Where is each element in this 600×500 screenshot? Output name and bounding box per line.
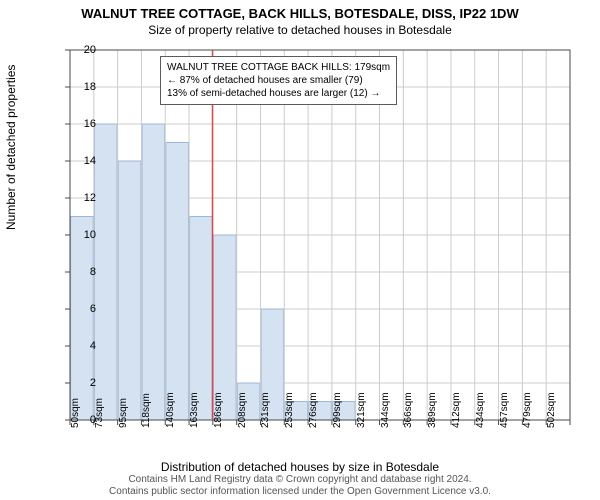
- ytick-label: 6: [72, 303, 96, 315]
- ytick-label: 16: [72, 118, 96, 130]
- x-axis-label: Distribution of detached houses by size …: [0, 460, 600, 474]
- ytick-label: 18: [72, 81, 96, 93]
- attribution-line-2: Contains public sector information licen…: [0, 486, 600, 498]
- ytick-label: 8: [72, 266, 96, 278]
- ytick-label: 20: [72, 44, 96, 56]
- chart-svg: [70, 50, 570, 420]
- ytick-label: 4: [72, 340, 96, 352]
- ytick-label: 12: [72, 192, 96, 204]
- annotation-box: WALNUT TREE COTTAGE BACK HILLS: 179sqm ←…: [160, 56, 397, 105]
- annotation-line-3: 13% of semi-detached houses are larger (…: [167, 87, 390, 100]
- annotation-line-1: WALNUT TREE COTTAGE BACK HILLS: 179sqm: [167, 61, 390, 74]
- attribution: Contains HM Land Registry data © Crown c…: [0, 474, 600, 498]
- plot-area: [70, 50, 570, 420]
- chart-container: { "title_line1": "WALNUT TREE COTTAGE, B…: [0, 0, 600, 500]
- ytick-label: 14: [72, 155, 96, 167]
- ytick-label: 2: [72, 377, 96, 389]
- chart-title-1: WALNUT TREE COTTAGE, BACK HILLS, BOTESDA…: [0, 0, 600, 21]
- ytick-label: 10: [72, 229, 96, 241]
- y-axis-label: Number of detached properties: [4, 65, 18, 230]
- chart-title-2: Size of property relative to detached ho…: [0, 21, 600, 37]
- annotation-line-2: ← 87% of detached houses are smaller (79…: [167, 74, 390, 87]
- attribution-line-1: Contains HM Land Registry data © Crown c…: [0, 474, 600, 486]
